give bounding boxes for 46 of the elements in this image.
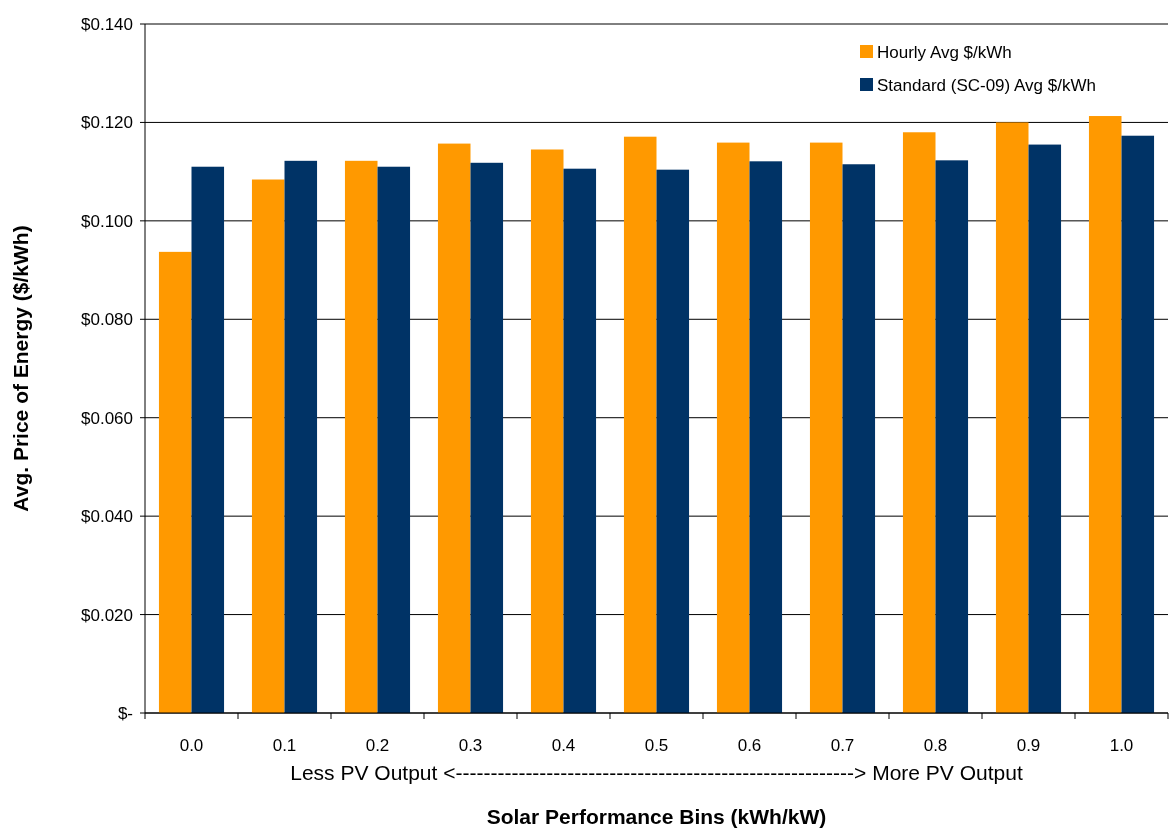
- x-tick-label: 0.3: [458, 736, 483, 755]
- bar: [842, 164, 876, 713]
- x-tick-label: 0.1: [272, 736, 297, 755]
- x-axis-title: Solar Performance Bins (kWh/kW): [486, 805, 827, 828]
- bar: [656, 169, 690, 713]
- bar: [716, 142, 750, 713]
- x-tick-label: 0.2: [365, 736, 390, 755]
- y-tick-label: $0.100: [81, 211, 133, 231]
- x-tick-label: 0.5: [644, 736, 669, 755]
- x-tick-label: 0.9: [1016, 736, 1041, 755]
- bar: [470, 162, 504, 713]
- bar: [935, 160, 969, 713]
- bar: [284, 160, 318, 713]
- bar: [344, 160, 378, 713]
- legend-label: Standard (SC-09) Avg $/kWh: [877, 75, 1096, 95]
- bar: [377, 166, 411, 713]
- bar: [563, 168, 597, 713]
- y-tick-label: $0.120: [81, 113, 133, 133]
- bar: [995, 122, 1029, 713]
- x-tick-label: 0.6: [737, 736, 762, 755]
- bar: [251, 179, 285, 713]
- bar: [623, 136, 657, 713]
- bar: [191, 166, 225, 713]
- x-tick-label: 0.0: [179, 736, 204, 755]
- bar: [749, 161, 783, 713]
- bar: [530, 149, 564, 713]
- bar: [1121, 135, 1155, 713]
- y-tick-label: $0.060: [81, 408, 133, 428]
- y-tick-label: $0.080: [81, 310, 133, 330]
- bar: [158, 251, 192, 713]
- x-tick-label: 0.7: [830, 736, 855, 755]
- y-axis-title: Avg. Price of Energy ($/kWh): [9, 225, 32, 512]
- bar: [809, 142, 843, 713]
- bar: [1028, 144, 1062, 713]
- text: Less PV Output <---------------------------------------------------------> More PV Output: [290, 761, 1023, 784]
- legend-label: Hourly Avg $/kWh: [877, 42, 1012, 62]
- bar: [902, 132, 936, 713]
- x-tick-label: 0.8: [923, 736, 948, 755]
- y-tick-label: $-: [117, 703, 133, 723]
- bar: [1088, 116, 1122, 713]
- y-tick-label: $0.020: [81, 605, 133, 625]
- y-tick-label: $0.140: [81, 14, 133, 34]
- y-tick-label: $0.040: [81, 507, 133, 527]
- x-tick-label: 0.4: [551, 736, 576, 755]
- x-tick-label: 1.0: [1109, 736, 1134, 755]
- bar: [437, 143, 471, 713]
